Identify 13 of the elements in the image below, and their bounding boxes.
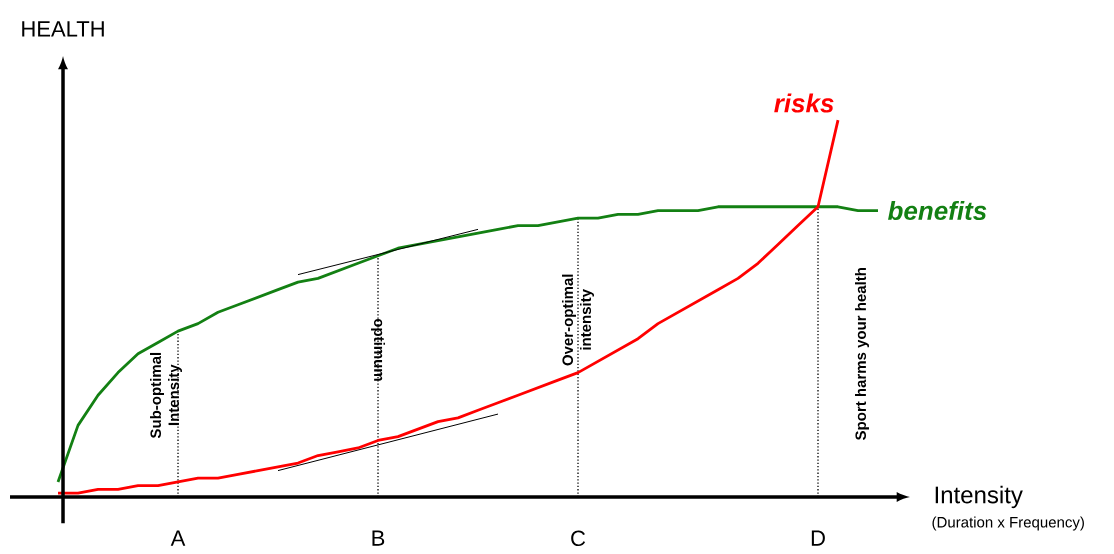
x-tick-label: D bbox=[811, 530, 825, 546]
y-axis-title: HEALTH bbox=[22, 21, 104, 37]
x-tick-label: A bbox=[170, 530, 186, 546]
series-label: risks bbox=[774, 93, 834, 113]
ref-line-label: Sub-optimal Intensity bbox=[150, 352, 182, 439]
ref-line-label: Sport harms your health bbox=[855, 268, 869, 440]
ref-line-label: optimum bbox=[371, 318, 385, 381]
x-tick-label: C bbox=[571, 530, 586, 547]
series-label: benefits bbox=[887, 200, 987, 221]
text: (Duration x Frequency) bbox=[932, 516, 1084, 531]
x-tick-label: B bbox=[372, 530, 385, 546]
ref-line-label: Over-optimal intensity bbox=[562, 274, 594, 366]
x-axis-title: Intensity bbox=[935, 485, 1023, 509]
